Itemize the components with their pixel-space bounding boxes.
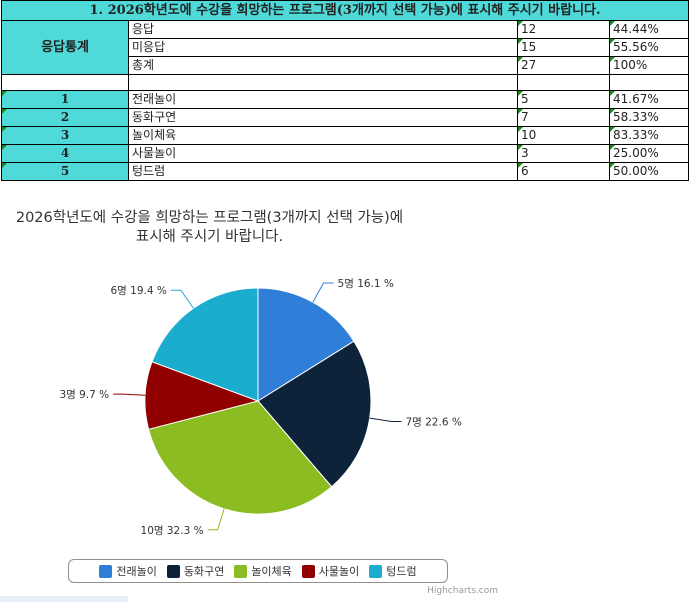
pie-slice[interactable] xyxy=(257,287,355,402)
option-row: 2 동화구연 7 58.33% xyxy=(1,108,690,127)
stats-label-cell: 응답 xyxy=(128,20,518,39)
option-row: 3 놀이체육 10 83.33% xyxy=(1,126,690,145)
data-label: 6명 19.4 % xyxy=(111,285,167,297)
data-label: 7명 22.6 % xyxy=(405,416,461,428)
option-percent: 50.00% xyxy=(608,162,690,181)
legend-label: 전래놀이 xyxy=(116,565,157,578)
option-row: 4 사물놀이 3 25.00% xyxy=(1,144,690,163)
data-label: 5명 16.1 % xyxy=(338,278,394,290)
survey-table: 1. 2026학년도에 수강을 희망하는 프로그램(3개까지 선택 가능)에 표… xyxy=(0,0,690,181)
legend-item[interactable]: 사물놀이 xyxy=(301,563,360,579)
legend-item[interactable]: 놀이체육 xyxy=(234,563,292,579)
option-count: 10 xyxy=(517,126,610,145)
option-label: 동화구연 xyxy=(128,108,518,127)
option-label: 전래놀이 xyxy=(128,90,518,109)
option-count: 5 xyxy=(517,90,610,109)
data-label-connector xyxy=(170,289,194,309)
stats-label-cell: 총계 xyxy=(128,56,518,75)
pie-slice[interactable] xyxy=(257,340,372,488)
option-label: 텅드럼 xyxy=(128,162,518,181)
data-label-connector xyxy=(369,417,402,422)
legend-swatch xyxy=(234,564,248,578)
stats-count-cell: 27 xyxy=(517,56,610,75)
blank-cell xyxy=(608,74,690,91)
option-number: 4 xyxy=(1,144,129,163)
option-row: 5 텅드럼 6 50.00% xyxy=(1,162,690,181)
chart-title: 2026학년도에 수강을 희망하는 프로그램(3개까지 선택 가능)에 표시해 … xyxy=(15,210,404,245)
pie-slices xyxy=(144,287,372,515)
data-labels: 5명 16.1 % 7명 22.6 % 10명 32.3 % 3명 9.7 % 6명 1… xyxy=(59,278,461,537)
legend-label: 텅드럼 xyxy=(386,565,417,578)
legend-item[interactable]: 전래놀이 xyxy=(99,563,157,579)
option-count: 3 xyxy=(517,144,610,163)
stats-label-cell: 미응답 xyxy=(128,38,518,57)
credits-link[interactable]: Highcharts.com xyxy=(427,586,498,596)
stats-label: 응답통계 xyxy=(1,20,129,75)
legend-label: 사물놀이 xyxy=(318,565,360,578)
option-label: 놀이체육 xyxy=(128,126,518,145)
data-label-connector xyxy=(312,282,334,303)
option-number: 2 xyxy=(1,108,129,127)
legend-label: 동화구연 xyxy=(183,565,225,578)
option-percent: 83.33% xyxy=(608,126,690,145)
option-number: 5 xyxy=(1,162,129,181)
option-label: 사물놀이 xyxy=(128,144,518,163)
pie-slice[interactable] xyxy=(148,400,333,515)
stats-count-cell: 15 xyxy=(517,38,610,57)
bottom-band xyxy=(0,596,128,602)
option-count: 6 xyxy=(517,162,610,181)
question-title: 1. 2026학년도에 수강을 희망하는 프로그램(3개까지 선택 가능)에 표… xyxy=(0,0,690,21)
stats-row: 응답통계 응답 12 44.44% xyxy=(1,20,690,75)
pie-chart: 5명 16.1 % 7명 22.6 % 10명 32.3 % 3명 9.7 % 6명 1… xyxy=(59,278,461,537)
option-percent: 25.00% xyxy=(608,144,690,163)
stats-count-cell: 12 xyxy=(517,20,610,39)
stats-row: 미응답 15 55.56% xyxy=(2,38,690,57)
legend-swatch xyxy=(166,564,180,578)
data-label: 10명 32.3 % xyxy=(141,525,204,537)
legend-swatch xyxy=(301,564,315,578)
stats-row: 총계 27 100% xyxy=(2,56,690,75)
legend-swatch xyxy=(369,564,383,578)
chart-legend: 전래놀이 동화구연 놀이체육 사물놀이 텅드럼 xyxy=(68,559,448,583)
stats-percent-cell: 44.44% xyxy=(608,20,690,39)
data-label-connector xyxy=(113,393,146,396)
legend-item[interactable]: 동화구연 xyxy=(166,563,225,579)
legend-label: 놀이체육 xyxy=(251,565,292,578)
spacer-row xyxy=(1,74,690,91)
blank-cell xyxy=(128,74,518,91)
data-label-connectors xyxy=(113,282,402,531)
data-label-connector xyxy=(207,508,225,531)
option-row: 1 전래놀이 5 41.67% xyxy=(1,90,690,109)
stats-percent-cell: 55.56% xyxy=(608,38,690,57)
legend-item[interactable]: 텅드럼 xyxy=(369,563,417,579)
option-number: 3 xyxy=(1,126,129,145)
data-label: 3명 9.7 % xyxy=(59,389,109,401)
stats-percent-cell: 100% xyxy=(608,56,690,75)
option-count: 7 xyxy=(517,108,610,127)
option-percent: 41.67% xyxy=(608,90,690,109)
blank-cell xyxy=(1,74,129,91)
legend-swatch xyxy=(99,564,113,578)
blank-cell xyxy=(517,74,610,91)
option-number: 1 xyxy=(1,90,129,109)
option-percent: 58.33% xyxy=(608,108,690,127)
